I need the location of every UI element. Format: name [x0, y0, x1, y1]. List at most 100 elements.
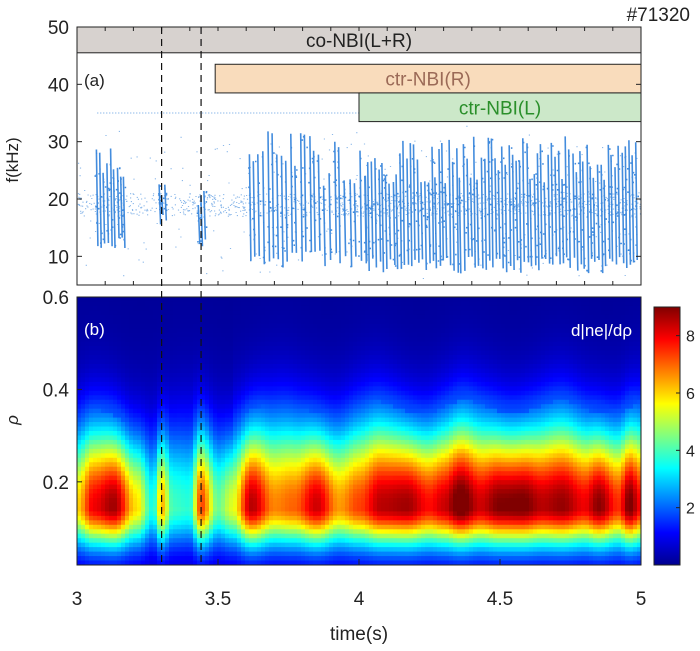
heatmap-cell [289, 457, 294, 463]
heatmap-cell [361, 439, 366, 445]
heatmap-cell [257, 417, 262, 423]
heatmap-cell [285, 493, 290, 499]
heatmap-cell [397, 381, 402, 387]
heatmap-cell [201, 404, 206, 410]
heatmap-cell [261, 404, 266, 410]
heatmap-cell [125, 435, 130, 441]
heatmap-cell [105, 305, 110, 311]
heatmap-cell [305, 310, 310, 316]
heatmap-cell [117, 453, 122, 459]
heatmap-cell [329, 515, 334, 521]
heatmap-cell [385, 355, 390, 361]
heatmap-cell [337, 395, 342, 401]
heatmap-cell [357, 413, 362, 419]
heatmap-cell [133, 489, 138, 495]
heatmap-cell [349, 346, 354, 352]
heatmap-cell [397, 408, 402, 414]
heatmap-cell [125, 498, 130, 504]
heatmap-cell [97, 484, 102, 490]
heatmap-cell [117, 457, 122, 463]
heatmap-cell [217, 413, 222, 419]
heatmap-cell [369, 355, 374, 361]
heatmap-cell [389, 457, 394, 463]
heatmap-cell [221, 305, 226, 311]
heatmap-cell [349, 395, 354, 401]
heatmap-cell [157, 377, 162, 383]
heatmap-cell [161, 426, 166, 432]
heatmap-cell [253, 493, 258, 499]
heatmap-cell [161, 314, 166, 320]
heatmap-cell [221, 337, 226, 343]
heatmap-cell [313, 341, 318, 347]
heatmap-cell [229, 524, 234, 530]
heatmap-cell [201, 350, 206, 356]
heatmap-cell [237, 560, 242, 565]
heatmap-cell [309, 297, 314, 303]
heatmap-cell [401, 457, 406, 463]
heatmap-cell [321, 493, 326, 499]
heatmap-cell [177, 511, 182, 517]
heatmap-cell [101, 314, 106, 320]
heatmap-cell [249, 502, 254, 508]
heatmap-cell [381, 372, 386, 378]
heatmap-cell [337, 524, 342, 530]
heatmap-cell [113, 471, 118, 477]
heatmap-cell [329, 386, 334, 392]
heatmap-cell [333, 489, 338, 495]
heatmap-cell [241, 533, 246, 539]
heatmap-cell [321, 511, 326, 517]
heatmap-cell [293, 448, 298, 454]
heatmap-cell [277, 448, 282, 454]
heatmap-cell [181, 422, 186, 428]
heatmap-cell [189, 457, 194, 463]
heatmap-cell [301, 502, 306, 508]
heatmap-cell [225, 390, 230, 396]
heatmap-cell [245, 444, 250, 450]
heatmap-cell [341, 484, 346, 490]
heatmap-cell [165, 462, 170, 468]
heatmap-cell [365, 431, 370, 437]
heatmap-cell [381, 498, 386, 504]
heatmap-cell [237, 520, 242, 526]
heatmap-cell [133, 314, 138, 320]
heatmap-cell [221, 462, 226, 468]
heatmap-cell [149, 350, 154, 356]
heatmap-cell [401, 417, 406, 423]
heatmap-cell [193, 489, 198, 495]
heatmap-cell [321, 328, 326, 334]
heatmap-cell [113, 551, 118, 557]
heatmap-cell [217, 489, 222, 495]
heatmap-cell [353, 337, 358, 343]
heatmap-cell [337, 493, 342, 499]
heatmap-cell [113, 542, 118, 548]
heatmap-cell [273, 560, 278, 565]
heatmap-cell [185, 346, 190, 352]
heatmap-cell [137, 404, 142, 410]
heatmap-cell [373, 319, 378, 325]
heatmap-cell [85, 524, 90, 530]
heatmap-cell [337, 453, 342, 459]
heatmap-cell [345, 341, 350, 347]
heatmap-cell [277, 524, 282, 530]
heatmap-cell [373, 435, 378, 441]
heatmap-cell [317, 444, 322, 450]
heatmap-cell [381, 511, 386, 517]
heatmap-cell [113, 502, 118, 508]
heatmap-cell [341, 448, 346, 454]
heatmap-cell [153, 426, 158, 432]
heatmap-cell [89, 368, 94, 374]
heatmap-cell [77, 435, 82, 441]
heatmap-cell [245, 368, 250, 374]
heatmap-cell [341, 381, 346, 387]
heatmap-cell [345, 498, 350, 504]
heatmap-cell [397, 466, 402, 472]
heatmap-cell [317, 372, 322, 378]
heatmap-cell [245, 350, 250, 356]
heatmap-cell [317, 547, 322, 553]
heatmap-cell [161, 310, 166, 316]
heatmap-cell [397, 404, 402, 410]
heatmap-cell [241, 310, 246, 316]
heatmap-cell [121, 551, 126, 557]
heatmap-cell [233, 448, 238, 454]
heatmap-cell [385, 346, 390, 352]
